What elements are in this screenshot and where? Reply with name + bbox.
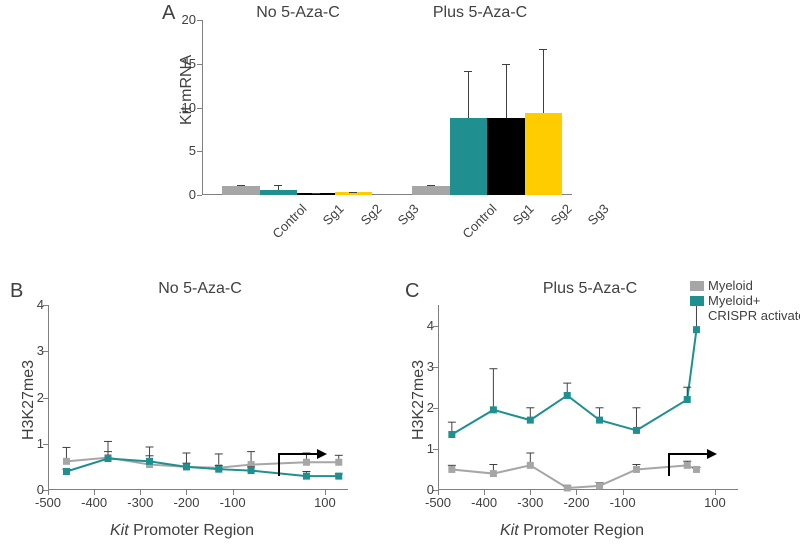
panel-c-marker [448, 431, 455, 438]
panel-b-marker [248, 467, 255, 474]
panel-c-series-myeloid [452, 465, 697, 488]
panel-b-ytick: 2 [26, 390, 44, 405]
panel-b-marker [183, 463, 190, 470]
legend-myeloid-label: Myeloid [708, 278, 753, 293]
panel-c-marker [633, 427, 640, 434]
panel-c-label: C [405, 280, 419, 303]
panel-c-xlabel-italic: Kit [500, 522, 519, 539]
panel-b-ytick: 1 [26, 436, 44, 451]
bar-Plus5-Aza-C-Control [412, 186, 450, 195]
panel-b-marker [335, 473, 342, 480]
bar-No5-Aza-C-Control [222, 186, 260, 195]
panel-b-marker [303, 473, 310, 480]
panel-c-xlabel: Kit Promoter Region [500, 522, 644, 540]
panel-c-ytick: 1 [416, 441, 434, 456]
panel-c-plot [438, 305, 738, 490]
figure-root: A Kit mRNA No 5-Aza-C Plus 5-Aza-C B No … [0, 0, 800, 555]
panel-c-marker [564, 484, 571, 491]
panel-a-ytick: 20 [172, 12, 196, 27]
panel-c-marker [564, 392, 571, 399]
panel-c-xtick: -100 [603, 495, 643, 510]
panel-c-xlabel-rest: Promoter Region [519, 522, 644, 539]
panel-a-plot [202, 20, 572, 195]
panel-c-xtick: -500 [418, 495, 458, 510]
bar-Plus5-Aza-C-Sg1 [450, 118, 488, 195]
panel-b-xlabel-rest: Promoter Region [129, 522, 254, 539]
legend-myeloid: Myeloid [690, 278, 800, 293]
panel-b-xtick: -500 [28, 495, 68, 510]
panel-c-marker [490, 470, 497, 477]
legend-myeloid-swatch [690, 281, 704, 291]
panel-b-xtick: 100 [305, 495, 345, 510]
panel-b-plot [48, 305, 348, 490]
bar-No5-Aza-C-Sg3 [335, 192, 373, 195]
panel-b-marker [63, 468, 70, 475]
panel-b-marker [105, 455, 112, 462]
panel-c-xtick: -400 [464, 495, 504, 510]
panel-a-ytick: 15 [172, 56, 196, 71]
panel-b-xlabel: Kit Promoter Region [110, 522, 254, 540]
panel-b-marker [63, 458, 70, 465]
panel-c-xtick: -300 [510, 495, 550, 510]
panel-b-marker [146, 458, 153, 465]
panel-c-marker [596, 482, 603, 489]
legend-myeloid-act: Myeloid+ [690, 293, 800, 308]
panel-b-ytick: 4 [26, 297, 44, 312]
panel-c-marker [633, 466, 640, 473]
panel-c-marker [684, 396, 691, 403]
panel-c-marker [527, 462, 534, 469]
legend-myeloid-act-label1: Myeloid+ [708, 293, 760, 308]
panel-c-marker [527, 417, 534, 424]
legend-myeloid-act-swatch [690, 296, 704, 306]
panel-c-marker [684, 462, 691, 469]
panel-b-ytick: 3 [26, 343, 44, 358]
panel-c-marker [490, 406, 497, 413]
legend-myeloid-act-label2: CRISPR activators [708, 308, 800, 323]
panel-b-xtick: -400 [74, 495, 114, 510]
panel-c-ytick: 2 [416, 400, 434, 415]
panel-c-xtick: 100 [695, 495, 735, 510]
panel-a-ytick: 10 [172, 100, 196, 115]
panel-c-xtick: -200 [556, 495, 596, 510]
panel-c-marker [596, 417, 603, 424]
legend-myeloid-act-line2: CRISPR activators [708, 308, 800, 323]
bar-Plus5-Aza-C-Sg3 [525, 113, 563, 195]
panel-c-ytick: 3 [416, 359, 434, 374]
bar-Plus5-Aza-C-Sg2 [487, 118, 525, 195]
panel-a-ytick: 0 [172, 187, 196, 202]
panel-c-marker [693, 466, 700, 473]
bar-No5-Aza-C-Sg1 [260, 190, 298, 195]
panel-a-title-left: No 5-Aza-C [238, 4, 358, 22]
panel-b-label: B [10, 280, 23, 303]
panel-c-marker [693, 326, 700, 333]
panel-b-marker [215, 466, 222, 473]
panel-a-title-right: Plus 5-Aza-C [420, 4, 540, 22]
panel-c-marker [448, 466, 455, 473]
panel-a-ytick: 5 [172, 143, 196, 158]
panel-b-xtick: -200 [166, 495, 206, 510]
panel-b-marker [303, 459, 310, 466]
panel-b-xlabel-italic: Kit [110, 522, 129, 539]
panel-b-xtick: -100 [213, 495, 253, 510]
panel-c-title: Plus 5-Aza-C [510, 280, 670, 298]
panel-b-title: No 5-Aza-C [120, 280, 280, 298]
panel-b-xtick: -300 [120, 495, 160, 510]
panel-c-series-myeloidAct [452, 330, 697, 435]
legend: Myeloid Myeloid+ CRISPR activators [690, 278, 800, 323]
panel-c-ytick: 4 [416, 318, 434, 333]
panel-b-marker [335, 459, 342, 466]
